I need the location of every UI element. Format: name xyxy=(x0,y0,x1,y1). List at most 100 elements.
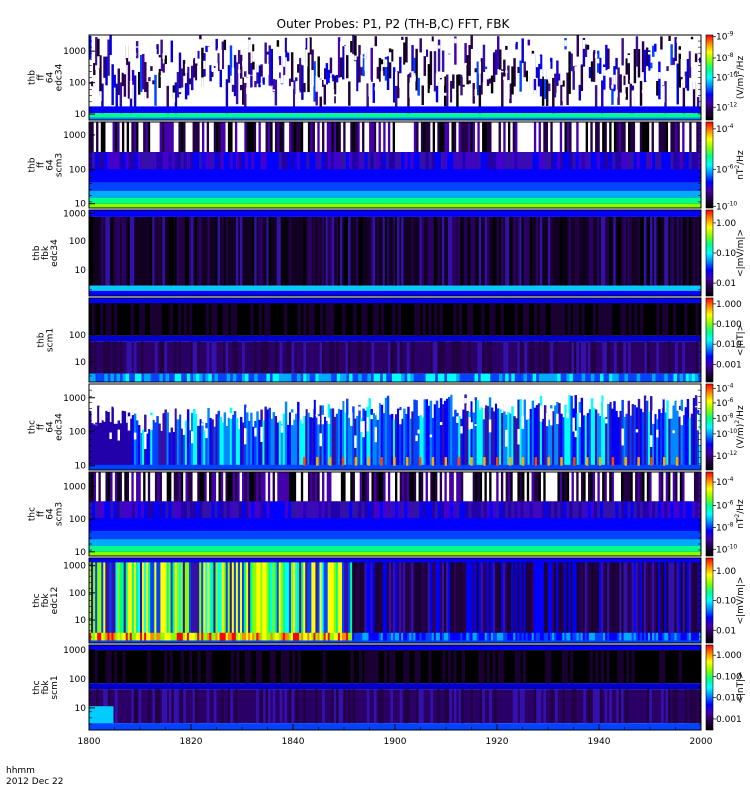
spectrogram-cell xyxy=(666,689,669,723)
spectrogram-cell xyxy=(426,152,429,169)
spectrogram-cell xyxy=(583,40,585,49)
spectrogram-cell xyxy=(506,342,509,374)
y-tick-label: 100 xyxy=(69,331,86,341)
spectrogram-cell xyxy=(131,303,134,336)
spectrogram-cell xyxy=(398,501,401,518)
spectrogram-cell xyxy=(184,152,187,169)
spectrogram-cell xyxy=(167,472,170,501)
spectrogram-cell xyxy=(422,217,424,286)
spectrogram-cell xyxy=(106,303,109,336)
spectrogram-cell xyxy=(232,68,234,85)
spectrogram-cell xyxy=(621,689,624,723)
spectrogram-cell xyxy=(374,501,377,518)
spectrogram-cell xyxy=(536,501,539,518)
spectrogram-cell xyxy=(386,122,389,152)
spectrogram-cell xyxy=(442,75,444,85)
spectrogram-cell xyxy=(647,472,650,501)
spectrogram-cell xyxy=(605,419,607,424)
colorbar-unit: (V/m)2/Hz xyxy=(734,56,746,100)
spectrogram-cell xyxy=(308,122,311,152)
spectrogram-cell xyxy=(456,501,459,518)
spectrogram-cell xyxy=(117,152,120,169)
spectrogram-cell xyxy=(435,342,438,374)
spectrogram-cell xyxy=(171,689,174,723)
spectrogram-cell xyxy=(545,152,548,169)
spectrogram-cell xyxy=(191,217,193,286)
spectrogram-cell xyxy=(447,689,450,723)
spectrogram-cell xyxy=(178,303,181,336)
spectrogram-cell xyxy=(207,39,209,43)
colorbar-unit-text: (V/m) xyxy=(736,424,746,449)
spectrogram-cell xyxy=(548,84,550,92)
colorbar-unit-tail: /Hz xyxy=(736,150,746,165)
x-tick-label: 1920 xyxy=(486,737,509,747)
spectrogram-cell xyxy=(416,501,419,518)
spectrogram-cell xyxy=(136,122,139,152)
spectrogram-cell xyxy=(105,472,108,501)
spectrogram-cell xyxy=(666,66,668,71)
spectrogram-cell xyxy=(364,388,366,392)
spectrogram-cell xyxy=(376,472,379,501)
spectrogram-cell xyxy=(260,152,263,169)
spectrogram-cell xyxy=(167,122,170,152)
spectrogram-cell xyxy=(389,650,392,683)
spectrogram-cell xyxy=(178,152,181,169)
spectrogram-cell xyxy=(399,73,401,87)
spectrogram-cell xyxy=(555,689,558,723)
spectrogram-cell xyxy=(322,689,325,723)
spectrogram-cell xyxy=(276,501,279,518)
spectrogram-cell xyxy=(303,303,306,336)
spectrogram-cell xyxy=(463,472,466,501)
colorbar-tick-base: 10 xyxy=(716,545,728,555)
spectrogram-cell xyxy=(540,217,542,286)
spectrogram-cell xyxy=(164,689,167,723)
spectrogram-cell xyxy=(603,402,605,418)
spectrogram-cell xyxy=(117,122,120,152)
spectrogram-cell xyxy=(256,650,259,683)
spectrogram-cell xyxy=(600,472,603,501)
spectrogram-cell xyxy=(221,122,224,152)
spectrogram-cell xyxy=(546,342,549,374)
colorbar-tick-exp: -4 xyxy=(727,382,733,389)
spectrogram-cell xyxy=(658,152,661,169)
spectrogram-cell xyxy=(270,122,273,152)
spectrogram-cell xyxy=(453,650,456,683)
spectrogram-cell xyxy=(331,122,334,152)
spectrogram-cell xyxy=(434,217,436,286)
spectrogram-cell xyxy=(285,152,288,169)
spectrogram-cell xyxy=(156,303,159,336)
spectrogram-cell xyxy=(236,217,238,286)
spectrogram-cell xyxy=(108,122,111,152)
spectrogram-cell xyxy=(322,342,325,374)
spectrogram-cell xyxy=(98,122,101,152)
spectrogram-cell xyxy=(108,342,111,374)
spectrogram-cell xyxy=(346,37,348,55)
spectrogram-cell xyxy=(226,472,229,501)
spectrogram-cell xyxy=(248,650,251,683)
spectrogram-cell xyxy=(183,40,185,50)
spectrogram-cell xyxy=(340,501,343,518)
spectrogram-cell xyxy=(199,152,202,169)
spectrogram-cell xyxy=(487,374,490,382)
spectrogram-cell xyxy=(162,342,165,374)
spectrogram-cell xyxy=(407,689,410,723)
spectrogram-cell xyxy=(454,342,457,374)
spectrogram-cell xyxy=(166,374,169,382)
spectrogram-cell xyxy=(261,689,264,723)
spectrogram-cell xyxy=(607,49,609,69)
spectrogram-cell xyxy=(680,501,683,518)
spectrogram-cell xyxy=(490,303,493,336)
spectrogram-cell xyxy=(360,217,362,286)
spectrogram-cell xyxy=(572,122,575,152)
spectrogram-cell xyxy=(581,472,584,501)
spectrogram-cell xyxy=(404,122,407,152)
spectrogram-cell xyxy=(550,472,553,501)
colorbar-unit: <|nT|> xyxy=(736,671,746,703)
spectrogram-cell xyxy=(202,501,205,518)
spectrogram-cell xyxy=(513,40,515,43)
spectrogram-cell xyxy=(389,501,392,518)
spectrogram-cell xyxy=(560,70,562,85)
spectrogram-cell xyxy=(397,122,400,152)
spectrogram-cell xyxy=(277,122,280,152)
